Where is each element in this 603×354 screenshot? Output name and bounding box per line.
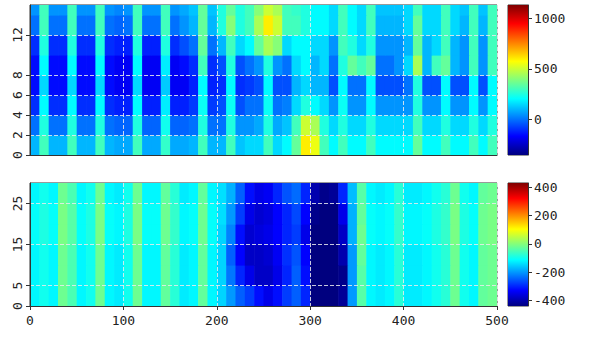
svg-text:4: 4: [10, 111, 25, 119]
svg-text:0: 0: [534, 112, 542, 127]
svg-text:200: 200: [205, 313, 228, 328]
svg-text:1000: 1000: [534, 11, 565, 26]
svg-text:15: 15: [10, 237, 25, 253]
svg-text:500: 500: [485, 313, 508, 328]
svg-text:25: 25: [10, 196, 25, 212]
svg-text:500: 500: [534, 61, 557, 76]
svg-text:2: 2: [10, 131, 25, 139]
svg-text:200: 200: [534, 208, 557, 223]
svg-text:300: 300: [298, 313, 321, 328]
svg-text:6: 6: [10, 91, 25, 99]
svg-text:8: 8: [10, 71, 25, 79]
svg-text:0: 0: [26, 313, 34, 328]
svg-text:5: 5: [10, 282, 25, 290]
svg-text:-200: -200: [534, 265, 565, 280]
svg-text:0: 0: [10, 151, 25, 159]
svg-text:12: 12: [10, 27, 25, 43]
svg-text:100: 100: [112, 313, 135, 328]
svg-text:400: 400: [392, 313, 415, 328]
svg-text:0: 0: [534, 236, 542, 251]
svg-text:400: 400: [534, 180, 557, 195]
svg-text:0: 0: [10, 302, 25, 310]
svg-text:-400: -400: [534, 293, 565, 308]
